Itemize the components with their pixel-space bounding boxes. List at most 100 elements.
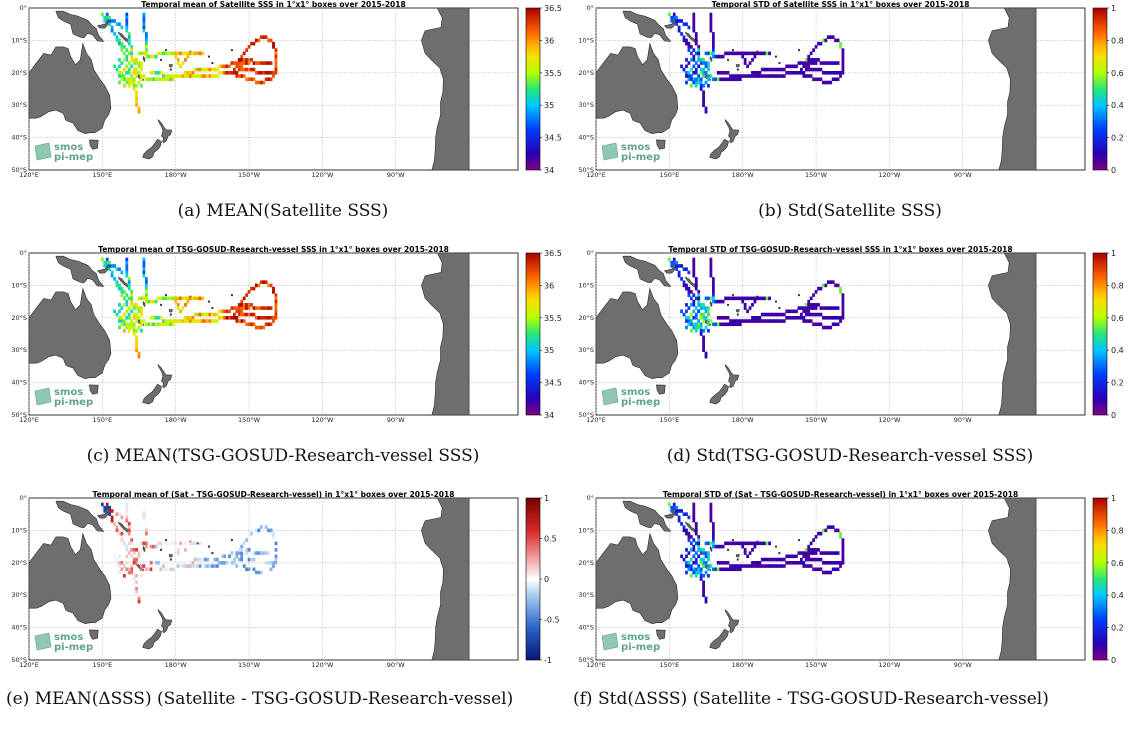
grid-cell (741, 541, 745, 546)
grid-cell (829, 316, 833, 320)
grid-cell (125, 325, 129, 330)
grid-cell (685, 58, 688, 62)
grid-cell (137, 71, 141, 75)
grid-cell (144, 322, 148, 327)
grid-cell (716, 567, 720, 572)
grid-cell (829, 525, 833, 529)
grid-cell (176, 61, 180, 65)
grid-cell (770, 74, 774, 78)
grid-cell (201, 74, 204, 78)
grid-cell (682, 35, 686, 39)
grid-cell (711, 48, 715, 52)
grid-cell (232, 61, 236, 65)
grid-cell (245, 303, 249, 307)
grid-cell (166, 77, 170, 82)
grid-cell (127, 67, 131, 72)
grid-cell (831, 525, 835, 529)
grid-cell (829, 80, 833, 85)
grid-cell (132, 322, 136, 327)
grid-cell (699, 312, 703, 317)
grid-cell (687, 25, 691, 30)
grid-cell (176, 319, 180, 323)
grid-cell (795, 309, 798, 314)
grid-cell (149, 316, 153, 320)
grid-cell (108, 512, 112, 516)
grid-cell (721, 567, 725, 572)
colorbar-tick-label: 1 (1111, 494, 1116, 503)
grid-cell (836, 561, 840, 565)
grid-cell (110, 28, 114, 33)
grid-cell (122, 51, 126, 56)
grid-cell (135, 586, 138, 591)
grid-cell (142, 273, 146, 278)
grid-cell (738, 74, 742, 78)
grid-cell (714, 567, 718, 572)
grid-cell (132, 306, 136, 310)
grid-cell (220, 554, 224, 559)
grid-cell (120, 286, 124, 291)
grid-cell (174, 74, 178, 78)
grid-cell (799, 71, 803, 75)
grid-cell (702, 583, 705, 588)
grid-cell (824, 283, 828, 288)
colorbar-tick-label: 35.5 (544, 69, 562, 78)
grid-cell (152, 322, 156, 327)
grid-cell (274, 554, 278, 559)
grid-cell (787, 554, 791, 559)
grid-cell (743, 306, 747, 310)
grid-cell (171, 296, 175, 301)
grid-cell (144, 32, 148, 36)
grid-cell (707, 551, 710, 555)
grid-cell (839, 45, 842, 49)
island (778, 307, 781, 310)
colorbar-tick-label: 0.8 (1111, 36, 1124, 45)
grid-cell (142, 505, 146, 510)
grid-cell (144, 567, 148, 572)
grid-cell (206, 319, 209, 323)
data-cells (100, 257, 278, 359)
map-panel-d: Temporal STD of TSG-GOSUD-Research-vesse… (567, 245, 1133, 490)
grid-cell (692, 22, 696, 26)
grid-cell (247, 77, 251, 82)
data-cells (100, 502, 278, 604)
grid-cell (242, 306, 246, 310)
grid-cell (140, 573, 143, 578)
lon-tick-label: 150°W (805, 416, 828, 424)
grid-cell (267, 316, 271, 320)
grid-cell (704, 325, 708, 330)
grid-cell (242, 74, 246, 78)
grid-cell (768, 67, 771, 72)
grid-cell (807, 319, 811, 323)
land-samerica (988, 252, 1037, 416)
grid-cell (836, 551, 840, 555)
grid-cell (267, 77, 271, 82)
grid-cell (841, 293, 845, 297)
grid-cell (841, 58, 845, 62)
grid-cell (765, 296, 769, 301)
grid-cell (826, 561, 830, 565)
grid-cell (743, 551, 747, 555)
grid-cell (821, 71, 825, 75)
grid-cell (721, 544, 725, 549)
grid-cell (785, 561, 789, 565)
grid-cell (240, 299, 244, 304)
grid-cell (770, 319, 774, 323)
lat-tick-label: 0° (587, 494, 594, 502)
grid-cell (264, 525, 268, 529)
grid-cell (692, 561, 696, 565)
grid-cell (809, 296, 813, 301)
grid-cell (748, 319, 752, 323)
grid-cell (144, 528, 148, 533)
grid-cell (743, 319, 747, 323)
grid-cell (780, 319, 784, 323)
grid-cell (814, 306, 818, 310)
grid-cell (807, 64, 811, 69)
grid-cell (687, 71, 691, 75)
grid-cell (193, 319, 197, 323)
grid-cell (242, 303, 246, 307)
lat-tick-label: 50°S (578, 656, 594, 664)
logo-line1: smos (621, 142, 650, 153)
grid-cell (777, 564, 781, 568)
grid-cell (122, 45, 126, 49)
